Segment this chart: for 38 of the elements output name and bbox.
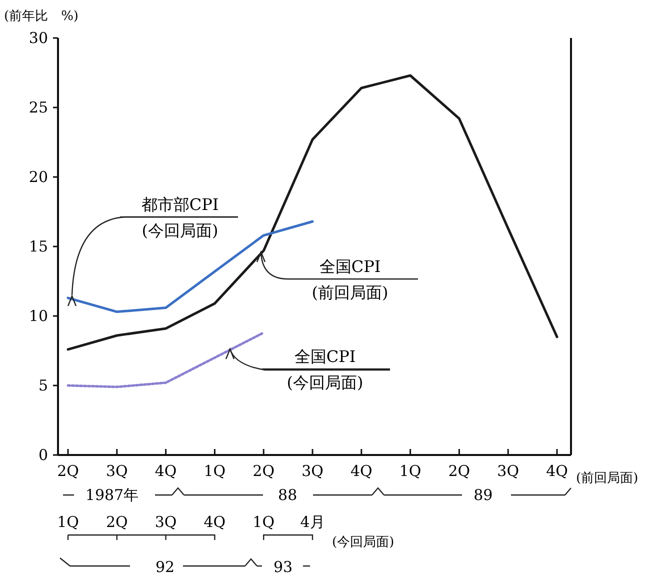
series-label: 都市部CPI (今回局面) [141,195,219,240]
y-tick-label: 5 [38,376,48,394]
x-tick-label: 1Q [204,462,226,480]
text: 88 [278,486,298,504]
x-tick-label: 2Q [57,462,79,480]
x-tick-label: 4Q [546,462,568,480]
line-series [66,331,265,388]
y-tick-label: 10 [28,307,48,325]
x-tick-label: 3Q [497,462,520,480]
text: 93 [273,558,293,576]
text: 4Q [204,513,226,531]
text: 4月 [300,513,325,531]
text: (今回局面) [332,535,394,550]
y-tick-label: 20 [28,168,48,186]
x-tick-label: 4Q [154,462,177,480]
y-tick-label: 30 [28,29,48,47]
x-tick-label: 4Q [350,462,372,480]
text: 92 [155,558,175,576]
x-tick-label: 2Q [448,462,470,480]
x-tick-label: 1Q [399,462,422,480]
text: 3Q [154,513,177,531]
text: 1Q [57,513,79,531]
text: 89 [474,486,493,504]
y-tick-label: 25 [28,98,48,116]
x-tick-label: 3Q [106,462,128,480]
text: 2Q [106,513,128,531]
series-label: 全国CPI (今回局面) [286,347,364,392]
line-series [66,74,558,351]
legend-label: 全国CPI (前回局面) [312,257,388,302]
y-tick-label: 15 [28,238,48,256]
x-tick-label: 3Q [302,462,324,480]
y-axis-title: (前年比 %) [4,9,78,24]
y-tick-label: 0 [38,446,48,464]
text: 1Q [252,513,275,531]
text: 1987年 [85,486,139,504]
x-tick-label: 2Q [252,462,275,480]
line-series [66,220,314,314]
text: (前回局面) [576,471,638,486]
